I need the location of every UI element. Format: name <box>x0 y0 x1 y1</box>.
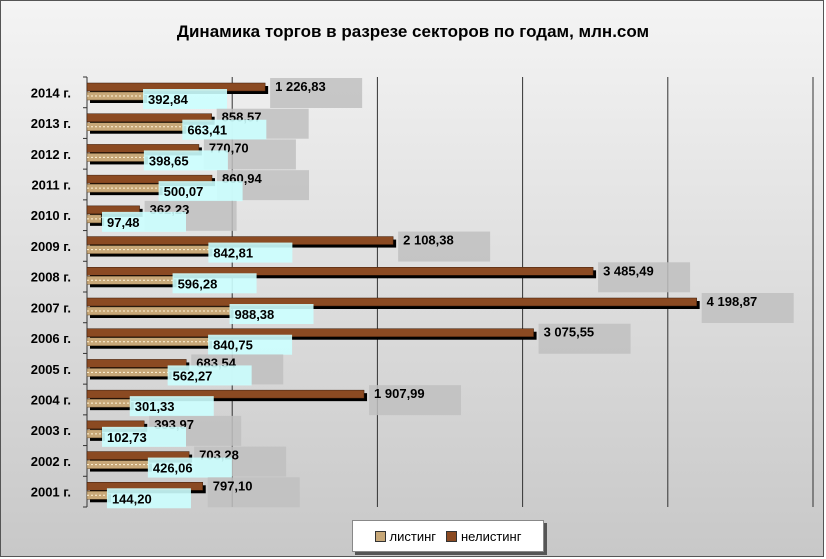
legend-item-nonlisting: нелистинг <box>446 529 521 544</box>
y-tick-label: 2012 г. <box>31 147 71 162</box>
data-label-text: 102,73 <box>107 430 147 445</box>
data-label-text: 500,07 <box>164 184 204 199</box>
bar-nonlisting <box>86 113 212 122</box>
data-label-listing: 500,07 <box>158 181 243 202</box>
y-tick-label: 2007 г. <box>31 300 71 315</box>
data-label-listing: 842,81 <box>208 242 293 263</box>
y-tick-label: 2006 г. <box>31 331 71 346</box>
data-label-nonlisting: 4 198,87 <box>701 293 794 323</box>
data-label-text: 663,41 <box>187 123 227 138</box>
data-label-nonlisting: 1 226,83 <box>270 78 363 108</box>
data-label-nonlisting: 797,10 <box>207 477 300 508</box>
data-label-listing: 97,48 <box>102 211 186 232</box>
data-label-nonlisting: 1 907,99 <box>369 385 462 416</box>
y-tick-label: 2005 г. <box>31 362 71 377</box>
data-label-text: 144,20 <box>112 491 152 506</box>
bar-nonlisting <box>86 144 200 153</box>
y-tick-label: 2004 г. <box>31 393 71 408</box>
data-label-listing: 562,27 <box>167 365 252 386</box>
data-label-text: 426,06 <box>153 461 193 476</box>
data-label-text: 1 907,99 <box>374 386 425 401</box>
y-tick-label: 2009 г. <box>31 239 71 254</box>
bar-nonlisting <box>86 389 365 399</box>
data-label-listing: 426,06 <box>147 457 232 478</box>
data-labels: 1 226,83392,84858,57663,41770,70398,6586… <box>102 78 794 509</box>
y-tick-label: 2011 г. <box>31 178 71 193</box>
data-label-listing: 596,28 <box>172 273 257 294</box>
bar-nonlisting <box>86 359 187 368</box>
axis-layer: 2014 г. 2013 г. 2012 г. 2011 г. 2010 г. 2009 … <box>31 76 88 508</box>
bar-nonlisting <box>86 267 594 276</box>
y-tick-label: 2003 г. <box>31 423 71 438</box>
legend: листинг нелистинг <box>352 520 544 552</box>
data-label-nonlisting: 2 108,38 <box>398 231 491 262</box>
chart-title: Динамика торгов в разрезе секторов по го… <box>176 22 650 41</box>
y-tick-label: 2002 г. <box>31 454 71 469</box>
data-label-text: 97,48 <box>107 215 140 230</box>
data-label-text: 2 108,38 <box>403 233 454 248</box>
data-label-text: 4 198,87 <box>707 294 758 309</box>
data-label-listing: 301,33 <box>129 396 214 417</box>
data-label-listing: 840,75 <box>208 334 293 355</box>
data-label-listing: 392,84 <box>143 89 228 109</box>
data-label-text: 3 075,55 <box>544 325 595 340</box>
data-label-listing: 988,38 <box>229 304 314 324</box>
bar-nonlisting <box>86 297 697 307</box>
legend-swatch-listing <box>374 530 386 542</box>
data-label-listing: 102,73 <box>102 426 186 447</box>
data-label-text: 3 485,49 <box>603 263 654 278</box>
data-label-text: 301,33 <box>135 399 175 414</box>
data-label-nonlisting: 3 075,55 <box>538 323 631 354</box>
data-label-listing: 144,20 <box>106 488 191 509</box>
data-label-text: 1 226,83 <box>275 79 326 94</box>
data-label-text: 398,65 <box>149 153 189 168</box>
data-label-nonlisting: 3 485,49 <box>598 262 691 293</box>
bar-nonlisting <box>86 328 534 337</box>
legend-item-listing: листинг <box>374 528 436 544</box>
data-label-text: 840,75 <box>213 338 253 353</box>
data-label-text: 988,38 <box>235 307 275 322</box>
legend-label-nonlisting: нелистинг <box>461 528 522 544</box>
y-tick-label: 2014 г. <box>31 85 71 100</box>
grid-lines <box>231 77 814 507</box>
legend-swatch-nonlisting <box>446 530 457 542</box>
y-tick-label: 2010 г. <box>31 208 71 223</box>
bar-nonlisting <box>86 174 213 184</box>
bar-nonlisting <box>86 451 190 460</box>
data-label-text: 392,84 <box>148 92 189 107</box>
y-tick-label: 2001 г. <box>31 485 71 500</box>
y-tick-label: 2013 г. <box>31 116 71 131</box>
data-label-text: 842,81 <box>213 246 253 261</box>
data-label-text: 562,27 <box>173 368 213 383</box>
legend-label-listing: листинг <box>389 528 436 544</box>
data-label-listing: 663,41 <box>182 119 267 140</box>
data-label-text: 596,28 <box>178 276 218 291</box>
data-label-text: 797,10 <box>213 478 253 493</box>
y-tick-label: 2008 г. <box>31 270 71 285</box>
data-label-listing: 398,65 <box>143 150 228 171</box>
